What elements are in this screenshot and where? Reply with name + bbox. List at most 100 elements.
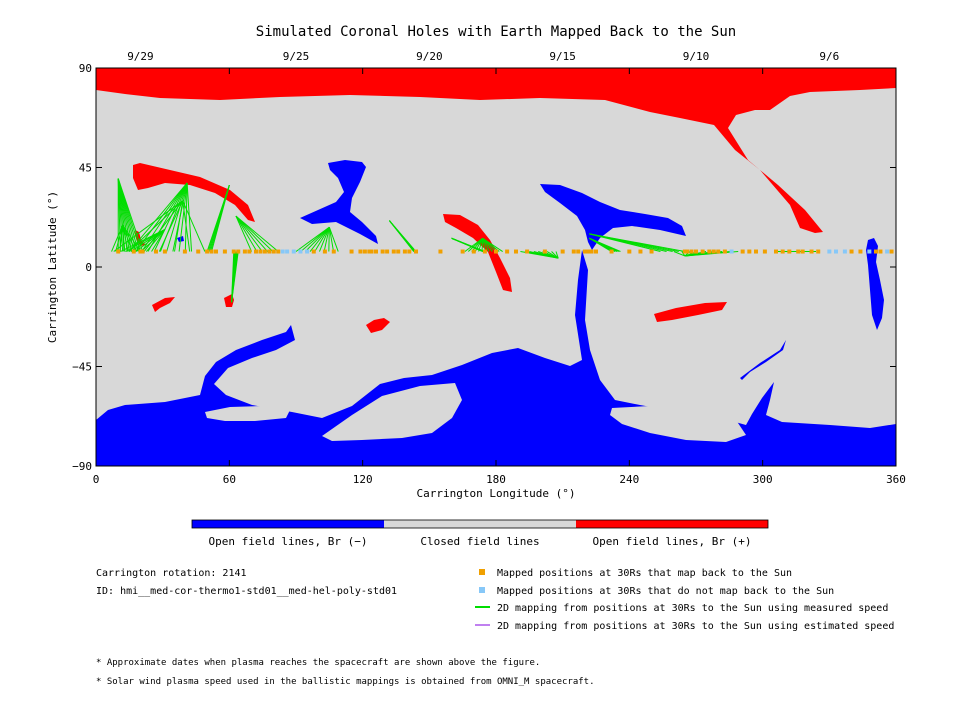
mapped-position-marker xyxy=(740,249,745,254)
date-tick-label: 9/10 xyxy=(683,50,710,63)
y-tick-label: 45 xyxy=(79,162,92,175)
mapped-position-marker xyxy=(560,249,565,254)
unmapped-position-marker xyxy=(885,249,890,254)
y-tick-label: −90 xyxy=(72,460,92,473)
mapped-position-marker xyxy=(385,249,390,254)
field-line-mapping xyxy=(551,251,559,259)
unmapped-position-marker xyxy=(729,249,734,254)
mapped-position-marker xyxy=(796,249,801,254)
x-tick-label: 60 xyxy=(223,473,236,486)
mapped-position-marker xyxy=(369,249,374,254)
mapped-position-marker xyxy=(438,249,443,254)
field-line-mapping xyxy=(113,200,183,252)
field-line-mapping xyxy=(235,215,268,252)
mapped-position-marker xyxy=(349,249,354,254)
mapped-position-marker xyxy=(482,249,487,254)
field-line-mapping xyxy=(328,227,339,252)
footnote-speed-source: * Solar wind plasma speed used in the ba… xyxy=(96,677,595,687)
y-tick-label: 90 xyxy=(79,62,92,75)
field-line-mapping xyxy=(211,185,230,252)
unmapped-position-marker xyxy=(827,249,832,254)
closed-island-south-3 xyxy=(610,406,746,442)
closed-island-south-1 xyxy=(205,406,290,421)
positive-hole-30 xyxy=(152,297,175,312)
y-tick-label: 0 xyxy=(85,261,92,274)
date-tick-label: 9/15 xyxy=(549,50,576,63)
mapped-position-marker xyxy=(391,249,396,254)
field-line-mapping xyxy=(482,237,503,252)
mapped-position-marker xyxy=(774,249,778,254)
mapped-position-marker xyxy=(858,249,863,254)
negative-hole-220 xyxy=(540,184,686,250)
mapped-position-marker xyxy=(685,249,690,254)
unmapped-position-marker xyxy=(842,249,847,254)
field-line-mapping xyxy=(145,229,166,252)
mapped-position-marker xyxy=(711,249,716,254)
mapped-position-marker xyxy=(460,249,465,254)
mapped-positions-layer xyxy=(116,249,894,254)
field-line-layer xyxy=(111,178,816,303)
mapped-position-marker xyxy=(582,249,587,254)
field-line-mapping xyxy=(158,200,184,252)
mapped-position-marker xyxy=(196,249,201,254)
mapped-position-marker xyxy=(362,249,367,254)
colorbar-label-negative: Open field lines, Br (−) xyxy=(209,535,368,548)
north-polar-positive-hole xyxy=(96,68,896,233)
chart-title: Simulated Coronal Holes with Earth Mappe… xyxy=(256,24,736,40)
mapped-position-marker xyxy=(889,249,894,254)
field-line-mapping xyxy=(115,224,124,252)
field-line-mapping xyxy=(235,215,258,252)
field-line-mapping xyxy=(147,182,188,252)
mapped-position-marker xyxy=(594,249,598,254)
mapped-position-marker xyxy=(374,249,378,254)
mapped-position-marker xyxy=(267,249,272,254)
positive-hole-270 xyxy=(654,302,727,322)
mapped-position-marker xyxy=(682,249,687,254)
mapped-position-marker xyxy=(414,249,418,254)
x-tick-label: 0 xyxy=(93,473,100,486)
field-line-mapping xyxy=(122,224,125,252)
mapped-position-marker xyxy=(131,249,136,254)
colorbar-label-closed: Closed field lines xyxy=(420,535,539,548)
mapped-position-marker xyxy=(707,249,712,254)
axis-ticks: 0 60 120 180 240 300 360 90 45 0 −45 −90 9/29 9/25 9/2… xyxy=(72,50,906,486)
mapped-position-marker xyxy=(716,249,721,254)
x-tick-label: 360 xyxy=(886,473,906,486)
field-line-mapping xyxy=(231,251,235,303)
mapped-position-marker xyxy=(762,249,767,254)
unmapped-position-marker xyxy=(280,249,285,254)
mapped-position-marker xyxy=(140,249,145,254)
mapped-position-marker xyxy=(205,249,210,254)
x-axis-label: Carrington Longitude (°) xyxy=(417,487,576,500)
field-line-mapping xyxy=(186,182,193,252)
positive-hole-180 xyxy=(443,214,512,292)
field-line-mapping xyxy=(295,226,330,252)
mapped-position-marker xyxy=(722,249,727,254)
field-line-mapping xyxy=(478,238,484,252)
mapped-position-marker xyxy=(542,249,547,254)
field-line-mapping xyxy=(166,182,188,252)
unmapped-position-marker xyxy=(285,249,290,254)
mapped-position-marker xyxy=(209,249,214,254)
field-line-mapping xyxy=(323,227,330,252)
mapped-position-marker xyxy=(407,249,412,254)
legend-marker-unmapped xyxy=(479,587,485,593)
field-line-mapping xyxy=(235,215,253,252)
field-line-mapping xyxy=(481,238,484,252)
mapped-position-marker xyxy=(367,249,372,254)
date-tick-label: 9/29 xyxy=(127,50,154,63)
mapped-position-marker xyxy=(694,249,698,254)
mapped-position-marker xyxy=(809,249,814,254)
legend-label-measured: 2D mapping from positions at 30Rs to the… xyxy=(497,603,888,614)
y-axis-label: Carrington Latitude (°) xyxy=(46,191,59,343)
colorbar: Open field lines, Br (−) Closed field li… xyxy=(191,519,769,548)
mapped-position-marker xyxy=(116,249,121,254)
field-line-mapping xyxy=(681,251,686,257)
mapped-position-marker xyxy=(154,249,158,254)
field-line-mapping xyxy=(135,229,166,252)
x-tick-label: 120 xyxy=(353,473,373,486)
footnote-dates: * Approximate dates when plasma reaches … xyxy=(96,658,540,668)
field-line-mapping xyxy=(684,251,739,257)
field-line-mapping xyxy=(318,227,330,252)
